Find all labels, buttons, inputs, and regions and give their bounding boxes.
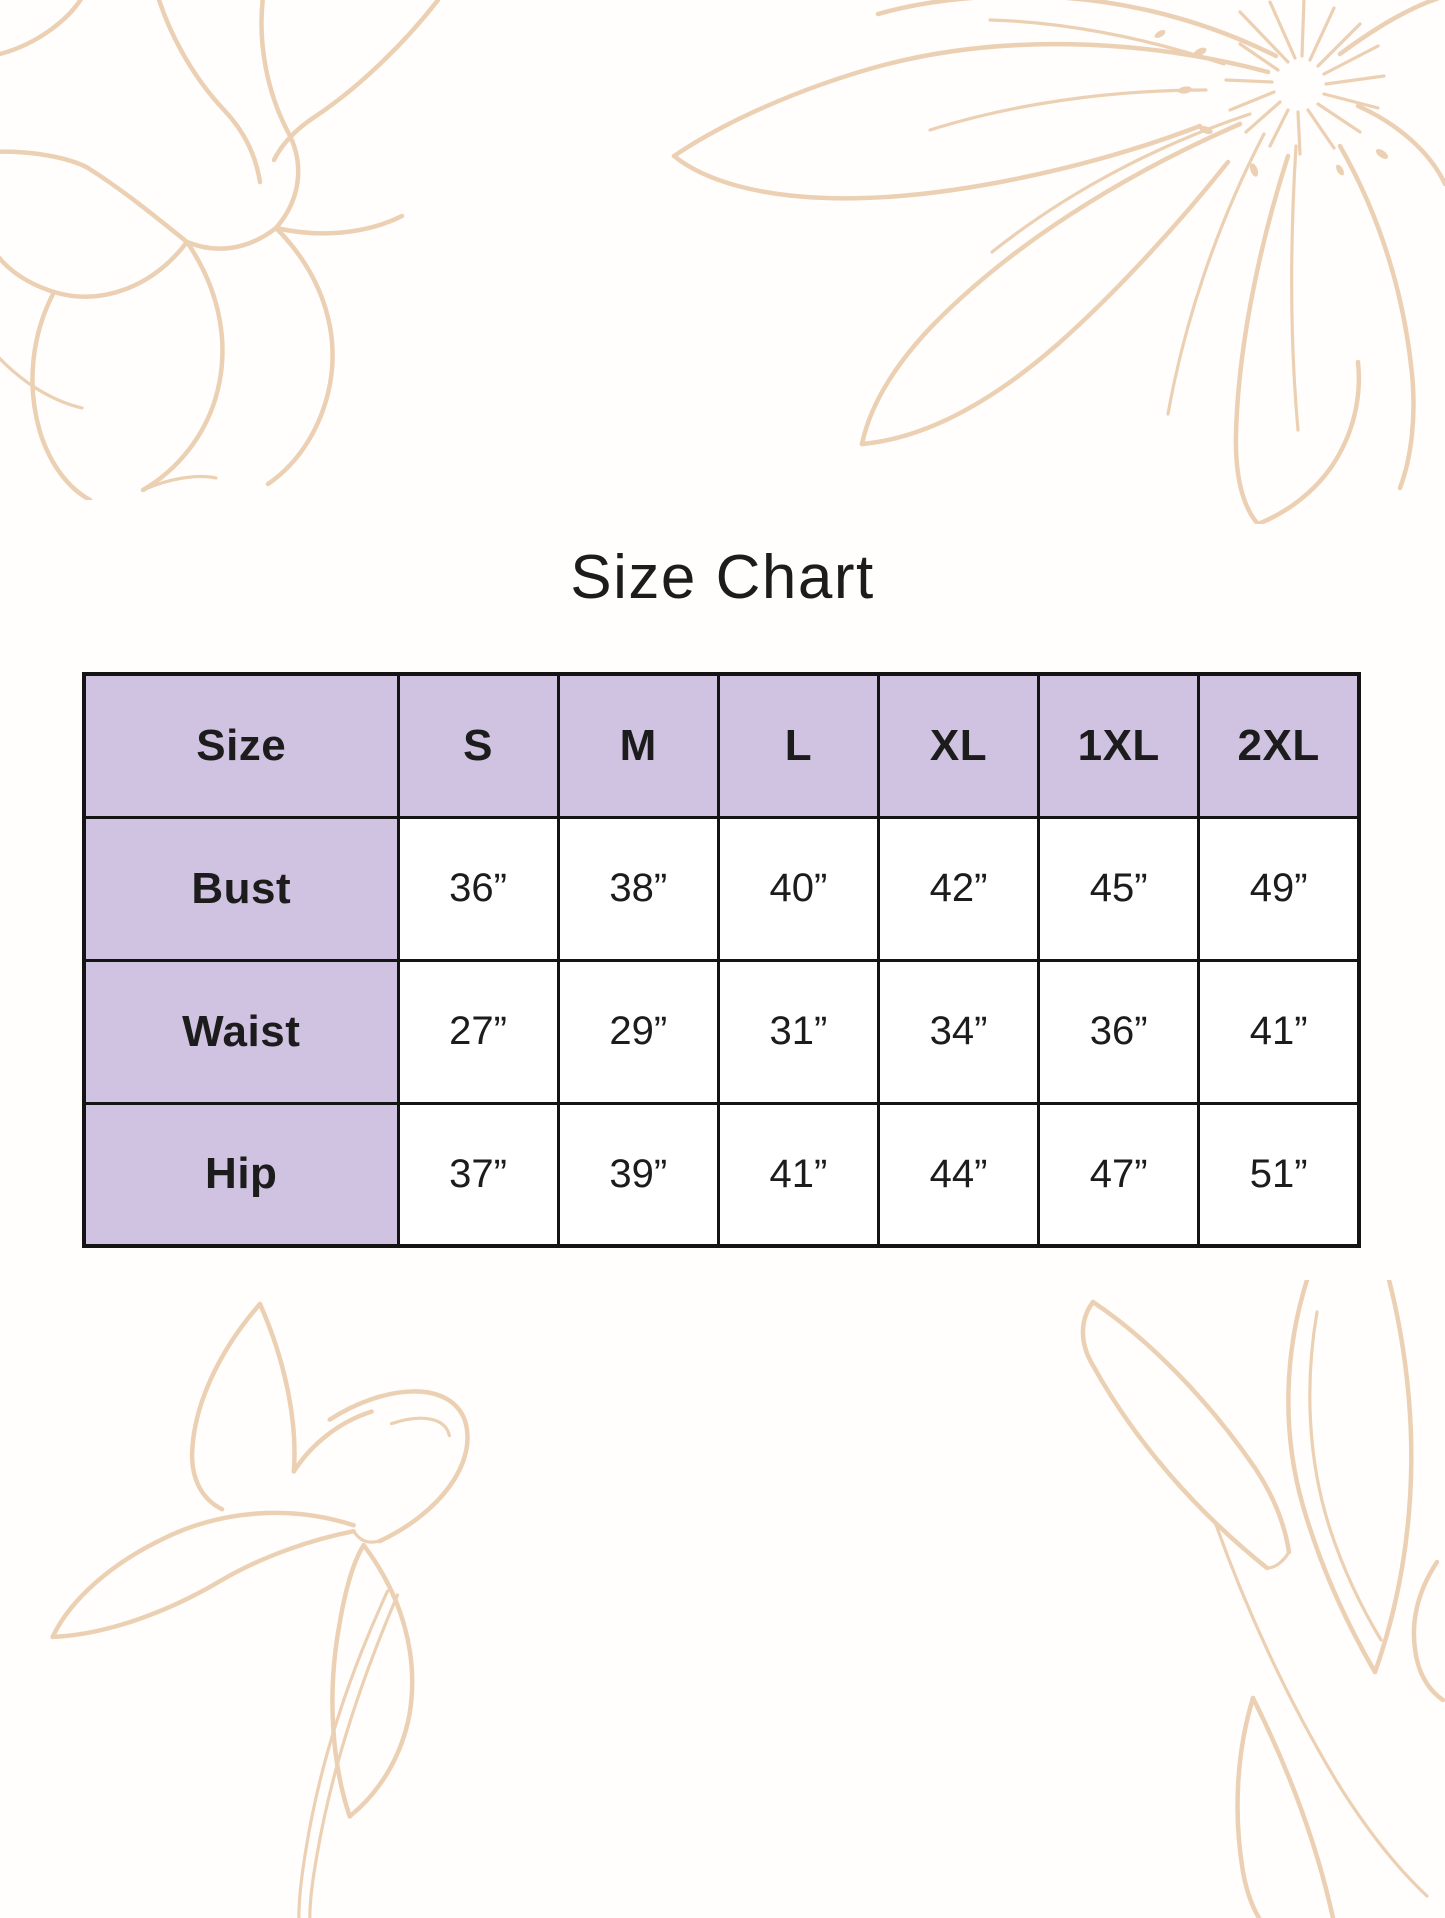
- column-header-l: L: [716, 672, 880, 819]
- column-header-size: Size: [82, 672, 400, 819]
- cell-bust-m: 38”: [556, 815, 720, 962]
- cell-waist-xl: 34”: [876, 958, 1041, 1105]
- size-table-body: Bust 36” 38” 40” 42” 45” 49” Waist 27” 29” 31” 34” 3…: [82, 815, 1361, 1248]
- column-header-xl: XL: [876, 672, 1041, 819]
- flower-decoration-top-left: [0, 0, 440, 500]
- cell-hip-s: 37”: [396, 1101, 560, 1248]
- cell-bust-1xl: 45”: [1037, 815, 1201, 962]
- cell-bust-l: 40”: [716, 815, 880, 962]
- row-label-hip: Hip: [82, 1101, 400, 1248]
- measurement-row-waist: Waist 27” 29” 31” 34” 36” 41”: [82, 958, 1361, 1105]
- flower-decoration-bottom-left: [50, 1301, 470, 1918]
- column-header-2xl: 2XL: [1197, 672, 1361, 819]
- cell-waist-1xl: 36”: [1037, 958, 1201, 1105]
- measurement-row-hip: Hip 37” 39” 41” 44” 47” 51”: [82, 1101, 1361, 1248]
- cell-bust-2xl: 49”: [1197, 815, 1361, 962]
- cell-bust-s: 36”: [396, 815, 560, 962]
- measurement-row-bust: Bust 36” 38” 40” 42” 45” 49”: [82, 815, 1361, 962]
- cell-bust-xl: 42”: [876, 815, 1041, 962]
- column-header-m: M: [556, 672, 720, 819]
- cell-hip-1xl: 47”: [1037, 1101, 1201, 1248]
- flower-decoration-top-right: [671, 0, 1445, 524]
- cell-hip-m: 39”: [556, 1101, 720, 1248]
- cell-waist-2xl: 41”: [1197, 958, 1361, 1105]
- cell-hip-l: 41”: [716, 1101, 880, 1248]
- size-table-header-row: Size S M L XL 1XL 2XL: [82, 672, 1361, 819]
- cell-hip-xl: 44”: [876, 1101, 1041, 1248]
- page-title: Size Chart: [570, 543, 875, 612]
- cell-waist-l: 31”: [716, 958, 880, 1105]
- cell-waist-m: 29”: [556, 958, 720, 1105]
- size-chart-table: Size S M L XL 1XL 2XL Bust 36” 38” 40” 42” 45” 49” Wa…: [82, 672, 1361, 1248]
- flower-decoration-bottom-right: [1080, 1280, 1445, 1918]
- cell-waist-s: 27”: [396, 958, 560, 1105]
- column-header-1xl: 1XL: [1037, 672, 1201, 819]
- row-label-bust: Bust: [82, 815, 400, 962]
- row-label-waist: Waist: [82, 958, 400, 1105]
- column-header-s: S: [396, 672, 560, 819]
- cell-hip-2xl: 51”: [1197, 1101, 1361, 1248]
